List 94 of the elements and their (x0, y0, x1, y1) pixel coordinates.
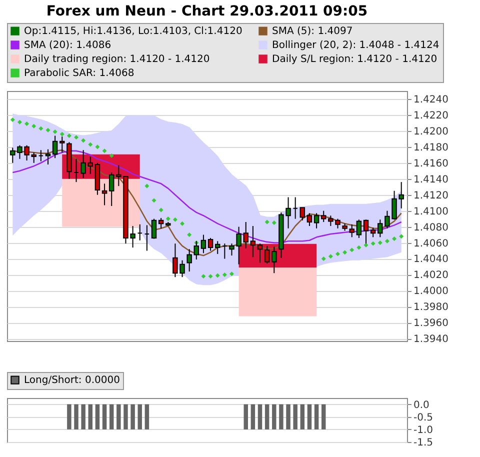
point (187, 232, 192, 238)
y-tick-label: -1.0 (414, 424, 434, 436)
point (60, 132, 64, 136)
point (384, 238, 390, 244)
candlestick (300, 207, 306, 221)
point (392, 236, 397, 241)
point (222, 272, 227, 277)
candlestick (108, 172, 114, 207)
candlestick (250, 225, 256, 258)
candlestick (306, 212, 312, 226)
point (81, 138, 86, 143)
point (230, 272, 234, 276)
point (328, 254, 333, 259)
chart-title: Forex um Neun - Chart 29.03.2011 09:05 (46, 4, 368, 20)
point (144, 184, 150, 188)
candlestick (314, 212, 320, 229)
candlestick (370, 227, 376, 238)
candlestick (208, 237, 214, 252)
legend-label: Daily trading region: 1.4120 - 1.4120 (24, 54, 210, 65)
y-tick-label: -0.5 (414, 412, 434, 424)
point (152, 198, 156, 203)
point (378, 240, 382, 245)
candlestick (349, 224, 354, 238)
point (208, 274, 213, 279)
y-tick-label: 1.4040 (414, 254, 448, 266)
point (215, 273, 220, 278)
y-tick-label: 0.0 (414, 400, 430, 411)
y-tick-label: 1.4240 (414, 94, 448, 106)
point (66, 133, 72, 138)
point (88, 142, 93, 147)
point (364, 242, 368, 248)
legend-label: Bollinger (20, 2): 1.4048 - 1.4124 (272, 40, 440, 51)
point (166, 216, 170, 222)
y-tick-label: 1.4160 (414, 158, 448, 170)
point (46, 128, 50, 132)
point (370, 241, 376, 246)
candlestick (264, 245, 270, 264)
point (102, 148, 107, 154)
legend-label: Op:1.4115, Hi:1.4136, Lo:1.4103, Cl:1.4120 (24, 26, 242, 38)
y-tick-label: 1.4080 (414, 222, 448, 234)
point (52, 130, 58, 134)
candlestick (272, 246, 277, 274)
candlestick (60, 136, 65, 153)
point (17, 120, 22, 124)
y-tick-label: 1.3940 (414, 334, 448, 346)
point (336, 252, 340, 256)
point (109, 153, 114, 158)
y-tick-label: 1.4020 (414, 270, 448, 282)
point (180, 221, 184, 226)
point (158, 208, 164, 212)
point (201, 274, 206, 279)
point (356, 245, 362, 250)
y-tick-label: 1.4180 (414, 142, 448, 154)
point (24, 122, 30, 126)
candlestick (320, 210, 326, 222)
point (95, 144, 100, 150)
candlestick (151, 218, 157, 240)
legend-label: Parabolic SAR: 1.4068 (24, 68, 134, 79)
point (264, 220, 270, 224)
candlestick (214, 240, 220, 254)
y-tick-label: 1.4000 (414, 286, 448, 298)
point (321, 256, 326, 261)
candlestick (200, 234, 206, 254)
candlestick (158, 217, 164, 229)
candlestick (257, 243, 263, 264)
legend-label: SMA (5): 1.4097 (272, 26, 353, 38)
point (10, 118, 15, 122)
point (38, 126, 44, 131)
y-tick-label: 1.4060 (414, 238, 448, 250)
candlestick (88, 156, 94, 175)
y-tick-label: 1.3960 (414, 318, 448, 330)
legend-label: Daily S/L region: 1.4120 - 1.4120 (272, 54, 438, 65)
y-tick-label: 1.4220 (414, 110, 448, 122)
y-tick-label: 1.4100 (414, 206, 448, 218)
candlestick (356, 219, 362, 238)
point (272, 220, 276, 226)
point (399, 234, 404, 239)
legend-label: Long/Short: 0.0000 (24, 375, 120, 386)
candlestick (52, 135, 58, 159)
y-tick-label: 1.4200 (414, 126, 448, 138)
candlestick (102, 183, 108, 206)
candlestick (45, 148, 51, 165)
point (172, 217, 178, 222)
point (74, 135, 78, 140)
y-tick-label: -1.5 (414, 438, 434, 448)
candlestick (186, 248, 192, 272)
candlestick (80, 150, 86, 179)
y-tick-label: 1.4140 (414, 174, 448, 186)
y-tick-label: 1.4120 (414, 190, 448, 202)
legend-label: SMA (20): 1.4086 (24, 40, 112, 51)
point (342, 250, 348, 255)
point (32, 124, 36, 128)
point (350, 248, 354, 252)
y-tick-label: 1.3980 (414, 302, 448, 314)
